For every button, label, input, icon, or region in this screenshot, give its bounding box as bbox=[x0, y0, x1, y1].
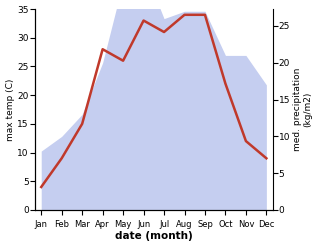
X-axis label: date (month): date (month) bbox=[115, 231, 193, 242]
Y-axis label: max temp (C): max temp (C) bbox=[5, 78, 15, 141]
Y-axis label: med. precipitation
(kg/m2): med. precipitation (kg/m2) bbox=[293, 68, 313, 151]
